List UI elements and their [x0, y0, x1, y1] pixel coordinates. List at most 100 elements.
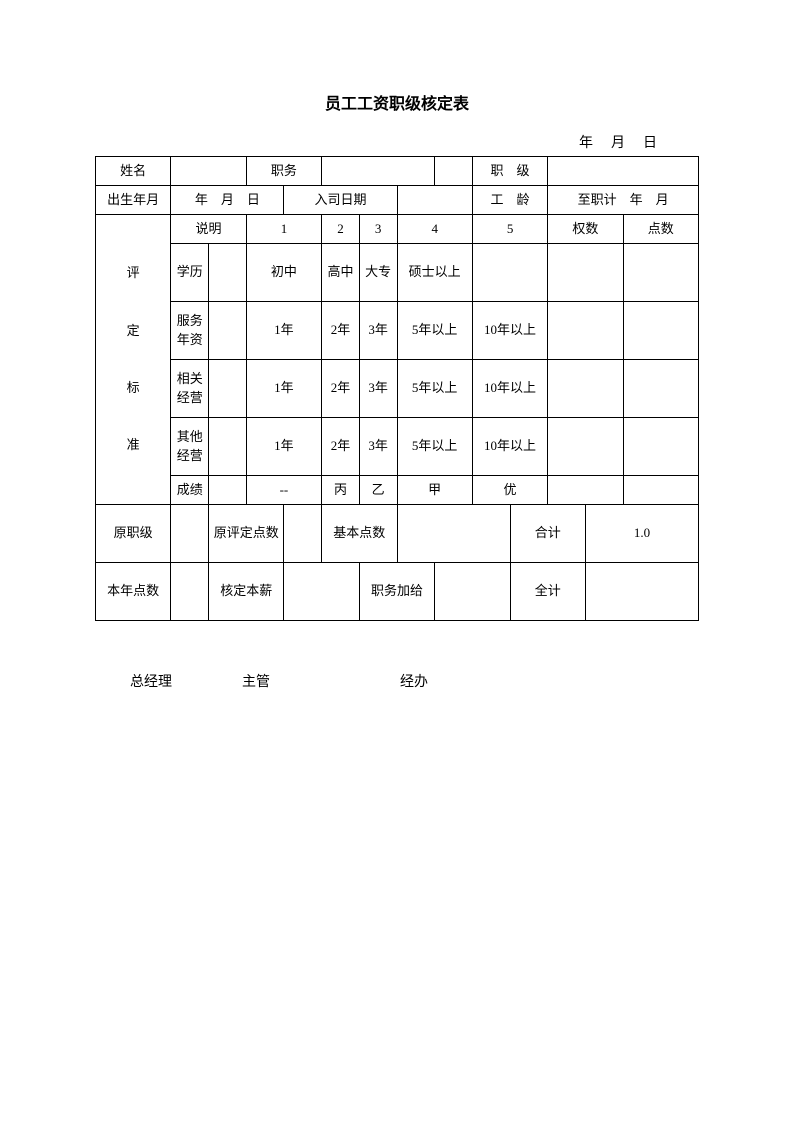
year-points-value	[171, 563, 209, 621]
position-value	[322, 157, 435, 186]
criteria-blank-4	[209, 476, 247, 505]
criteria-row-label-0: 学历	[171, 244, 209, 302]
bonus-label: 职务加给	[359, 563, 434, 621]
criteria-weight-0	[548, 244, 623, 302]
criteria-score-4	[623, 476, 698, 505]
criteria-cell-4-2: 乙	[359, 476, 397, 505]
row-criteria-header: 评定标准 说明 1 2 3 4 5 权数 点数	[96, 215, 699, 244]
hiredate-value	[397, 186, 472, 215]
name-label: 姓名	[96, 157, 171, 186]
base-points-value	[397, 505, 510, 563]
col-weight: 权数	[548, 215, 623, 244]
criteria-cell-4-1: 丙	[322, 476, 360, 505]
criteria-score-2	[623, 360, 698, 418]
form-title: 员工工资职级核定表	[95, 90, 699, 114]
employee-form-table: 姓名 职务 职 级 出生年月 年 月 日 入司日期 工 龄 至职计 年 月 评定…	[95, 156, 699, 621]
criteria-cell-3-2: 3年	[359, 418, 397, 476]
criteria-cell-4-4: 优	[472, 476, 547, 505]
criteria-cell-2-1: 2年	[322, 360, 360, 418]
criteria-cell-1-2: 3年	[359, 302, 397, 360]
criteria-cell-4-3: 甲	[397, 476, 472, 505]
criteria-cell-0-2: 大专	[359, 244, 397, 302]
criteria-cell-4-0: --	[246, 476, 321, 505]
row-orig: 原职级 原评定点数 基本点数 合计 1.0	[96, 505, 699, 563]
criteria-score-0	[623, 244, 698, 302]
orig-rank-label: 原职级	[96, 505, 171, 563]
assess-salary-value	[284, 563, 359, 621]
col-1: 1	[246, 215, 321, 244]
criteria-cell-3-3: 5年以上	[397, 418, 472, 476]
date-line: 年 月 日	[95, 132, 699, 152]
criteria-row-2: 相关经营 1年 2年 3年 5年以上 10年以上	[96, 360, 699, 418]
base-points-label: 基本点数	[322, 505, 397, 563]
criteria-cell-3-1: 2年	[322, 418, 360, 476]
orig-rank-value	[171, 505, 209, 563]
orig-points-label: 原评定点数	[209, 505, 284, 563]
name-value	[171, 157, 246, 186]
birth-label: 出生年月	[96, 186, 171, 215]
assess-salary-label: 核定本薪	[209, 563, 284, 621]
criteria-cell-1-1: 2年	[322, 302, 360, 360]
criteria-row-label-2: 相关经营	[171, 360, 209, 418]
rank-label: 职 级	[472, 157, 547, 186]
criteria-row-0: 学历 初中 高中 大专 硕士以上	[96, 244, 699, 302]
criteria-blank-0	[209, 244, 247, 302]
hiredate-label: 入司日期	[284, 186, 397, 215]
row-birth: 出生年月 年 月 日 入司日期 工 龄 至职计 年 月	[96, 186, 699, 215]
criteria-row-3: 其他经营 1年 2年 3年 5年以上 10年以上	[96, 418, 699, 476]
criteria-row-label-1: 服务年资	[171, 302, 209, 360]
blank	[435, 157, 473, 186]
criteria-row-4: 成绩 -- 丙 乙 甲 优	[96, 476, 699, 505]
criteria-cell-2-4: 10年以上	[472, 360, 547, 418]
criteria-row-1: 服务年资 1年 2年 3年 5年以上 10年以上	[96, 302, 699, 360]
criteria-cell-0-0: 初中	[246, 244, 321, 302]
criteria-cell-1-4: 10年以上	[472, 302, 547, 360]
rank-value	[548, 157, 699, 186]
sig-gm: 总经理	[130, 671, 172, 691]
position-label: 职务	[246, 157, 321, 186]
grand-label: 全计	[510, 563, 585, 621]
criteria-cell-0-1: 高中	[322, 244, 360, 302]
criteria-score-1	[623, 302, 698, 360]
page: 员工工资职级核定表 年 月 日 姓名 职务 职 级 出生年月 年 月 日	[0, 0, 794, 1123]
criteria-score-3	[623, 418, 698, 476]
criteria-row-label-3: 其他经营	[171, 418, 209, 476]
seniority-value: 至职计 年 月	[548, 186, 699, 215]
total-value: 1.0	[585, 505, 698, 563]
col-4: 4	[397, 215, 472, 244]
criteria-weight-2	[548, 360, 623, 418]
criteria-blank-3	[209, 418, 247, 476]
row-name: 姓名 职务 职 级	[96, 157, 699, 186]
signature-line: 总经理 主管 经办	[95, 671, 699, 691]
criteria-weight-1	[548, 302, 623, 360]
criteria-cell-3-4: 10年以上	[472, 418, 547, 476]
total-label: 合计	[510, 505, 585, 563]
orig-points-value	[284, 505, 322, 563]
criteria-cell-1-0: 1年	[246, 302, 321, 360]
col-2: 2	[322, 215, 360, 244]
criteria-blank-1	[209, 302, 247, 360]
col-5: 5	[472, 215, 547, 244]
criteria-cell-0-3: 硕士以上	[397, 244, 472, 302]
birth-value: 年 月 日	[171, 186, 284, 215]
criteria-cell-2-2: 3年	[359, 360, 397, 418]
criteria-cell-1-3: 5年以上	[397, 302, 472, 360]
col-desc: 说明	[171, 215, 246, 244]
criteria-blank-2	[209, 360, 247, 418]
criteria-cell-2-0: 1年	[246, 360, 321, 418]
criteria-row-label-4: 成绩	[171, 476, 209, 505]
criteria-weight-4	[548, 476, 623, 505]
year-points-label: 本年点数	[96, 563, 171, 621]
bonus-value	[435, 563, 510, 621]
criteria-cell-2-3: 5年以上	[397, 360, 472, 418]
sig-supervisor: 主管	[242, 671, 270, 691]
col-score: 点数	[623, 215, 698, 244]
criteria-label: 评定标准	[96, 215, 171, 505]
col-3: 3	[359, 215, 397, 244]
row-thisyear: 本年点数 核定本薪 职务加给 全计	[96, 563, 699, 621]
seniority-label: 工 龄	[472, 186, 547, 215]
sig-handler: 经办	[400, 671, 428, 691]
criteria-cell-0-4	[472, 244, 547, 302]
grand-value	[585, 563, 698, 621]
criteria-cell-3-0: 1年	[246, 418, 321, 476]
